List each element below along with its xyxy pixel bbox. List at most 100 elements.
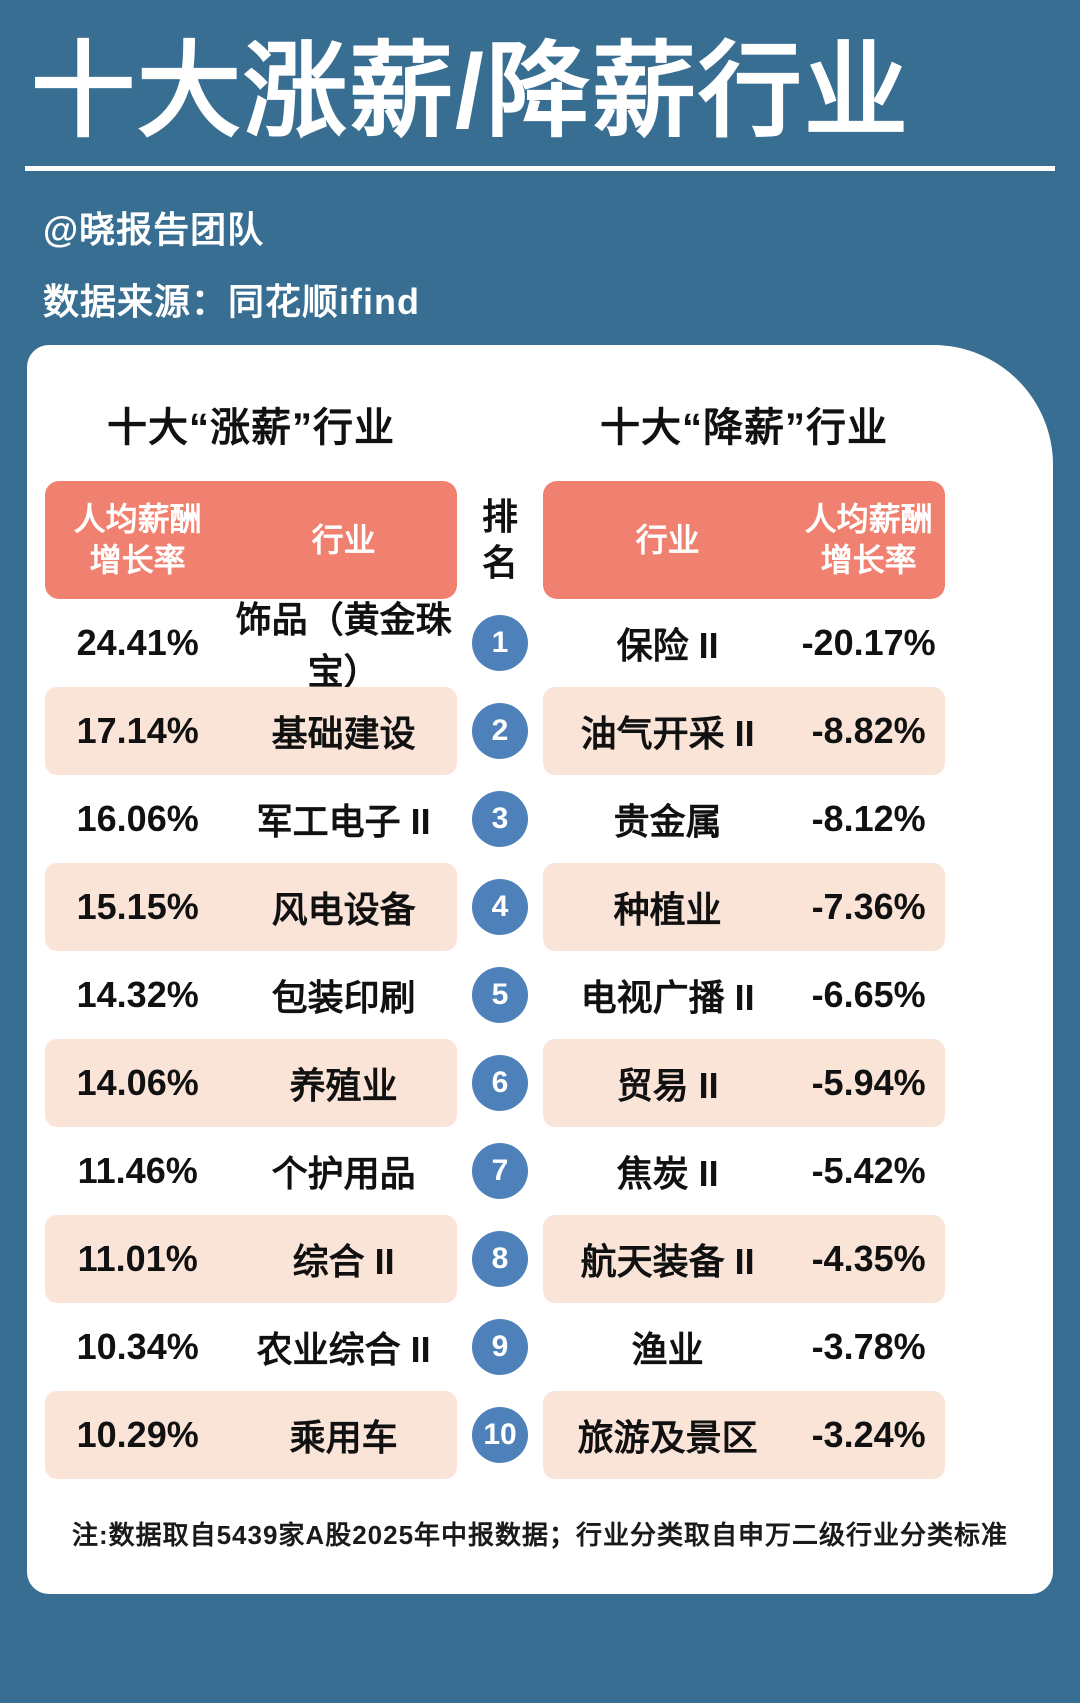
decrease-row: 贸易 II -5.94%	[543, 1039, 945, 1128]
decrease-header-value: 人均薪酬增长率	[804, 500, 933, 579]
increase-row: 17.14% 基础建设	[45, 687, 457, 776]
increase-row: 10.34% 农业综合 II	[45, 1303, 457, 1391]
increase-row-value: 17.14%	[76, 710, 199, 752]
rank-cell: 4	[457, 863, 543, 951]
decrease-row-value: -5.94%	[811, 1062, 926, 1104]
rank-cell: 8	[457, 1215, 543, 1303]
increase-table-header: 人均薪酬增长率 行业	[45, 481, 457, 600]
decrease-table-title: 十大“降薪”行业	[600, 406, 888, 451]
increase-row-industry: 军工电子 II	[256, 801, 431, 843]
decrease-row-value: -3.78%	[811, 1326, 926, 1368]
rank-badge: 5	[472, 967, 528, 1024]
increase-row-value: 11.46%	[77, 1150, 198, 1192]
increase-row-value: 11.01%	[77, 1238, 198, 1280]
decrease-row-industry: 电视广播 II	[580, 977, 755, 1019]
increase-header-value: 人均薪酬增长率	[73, 500, 202, 579]
decrease-row: 渔业 -3.78%	[543, 1303, 945, 1391]
rank-badge: 10	[472, 1407, 528, 1464]
decrease-row-value: -20.17%	[801, 622, 936, 664]
decrease-row-value: -8.12%	[811, 798, 926, 840]
increase-row: 10.29% 乘用车	[45, 1391, 457, 1480]
increase-row: 11.46% 个护用品	[45, 1127, 457, 1215]
decrease-row-industry: 贸易 II	[616, 1065, 719, 1107]
decrease-row-industry: 旅游及景区	[577, 1417, 758, 1459]
increase-row-industry: 饰品（黄金珠宝）	[235, 599, 452, 693]
page-title: 十大涨薪/降薪行业	[31, 34, 910, 150]
decrease-row-industry: 渔业	[631, 1329, 704, 1371]
decrease-row: 旅游及景区 -3.24%	[543, 1391, 945, 1480]
tables-grid: 人均薪酬增长率 行业 排名 行业 人均薪酬增长率 24.41% 饰品（黄金珠宝） 1…	[45, 481, 1053, 1480]
increase-row: 24.41% 饰品（黄金珠宝）	[45, 599, 457, 692]
page-header: 十大涨薪/降薪行业 @晓报告团队 数据来源：同花顺ifind	[0, 0, 1080, 325]
rank-cell: 10	[457, 1391, 543, 1479]
increase-row-industry: 基础建设	[271, 713, 416, 755]
rank-badge: 3	[472, 791, 528, 848]
increase-row: 15.15% 风电设备	[45, 863, 457, 952]
rank-badge: 6	[472, 1055, 528, 1112]
rank-header-cell: 排名	[457, 481, 543, 599]
rank-badge: 1	[472, 615, 528, 672]
author-byline: @晓报告团队	[43, 209, 265, 251]
increase-row-industry: 乘用车	[289, 1417, 398, 1459]
decrease-header-industry-cell: 行业	[543, 520, 792, 562]
increase-row-value: 14.06%	[76, 1062, 199, 1104]
decrease-row-value: -4.35%	[811, 1238, 926, 1280]
increase-row-industry: 农业综合 II	[256, 1329, 431, 1371]
increase-row-industry: 个护用品	[271, 1153, 416, 1195]
rank-cell: 3	[457, 775, 543, 863]
table-titles-row: 十大“涨薪”行业 十大“降薪”行业	[45, 395, 1053, 453]
decrease-row-industry: 航天装备 II	[580, 1241, 755, 1283]
decrease-row-value: -3.24%	[811, 1414, 926, 1456]
decrease-row: 保险 II -20.17%	[543, 599, 945, 687]
rank-badge: 8	[472, 1231, 528, 1288]
rank-badge: 2	[472, 703, 528, 760]
rank-header: 排名	[481, 495, 518, 584]
rank-badge: 7	[472, 1143, 528, 1200]
rank-cell: 9	[457, 1303, 543, 1391]
rank-badge: 9	[472, 1319, 528, 1376]
increase-header-industry-cell: 行业	[230, 520, 457, 562]
increase-row-value: 10.29%	[76, 1414, 199, 1456]
decrease-row: 种植业 -7.36%	[543, 863, 945, 952]
increase-row-industry: 风电设备	[271, 889, 416, 931]
decrease-row: 航天装备 II -4.35%	[543, 1215, 945, 1304]
rank-cell: 2	[457, 687, 543, 775]
rank-cell: 7	[457, 1127, 543, 1215]
increase-row-value: 10.34%	[76, 1326, 199, 1368]
decrease-row-value: -6.65%	[811, 974, 926, 1016]
data-source: 数据来源：同花顺ifind	[43, 281, 420, 323]
decrease-row-value: -5.42%	[811, 1150, 926, 1192]
increase-table-title: 十大“涨薪”行业	[107, 406, 395, 451]
increase-row: 14.32% 包装印刷	[45, 951, 457, 1039]
decrease-row-industry: 焦炭 II	[616, 1153, 719, 1195]
rank-cell: 6	[457, 1039, 543, 1127]
decrease-row-value: -7.36%	[811, 886, 926, 928]
increase-row-industry: 综合 II	[292, 1241, 395, 1283]
increase-row-industry: 包装印刷	[271, 977, 416, 1019]
decrease-row: 油气开采 II -8.82%	[543, 687, 945, 776]
decrease-row-industry: 保险 II	[616, 625, 719, 667]
increase-header-value-cell: 人均薪酬增长率	[45, 499, 230, 582]
decrease-row-industry: 贵金属	[613, 801, 722, 843]
increase-row-industry: 养殖业	[289, 1065, 398, 1107]
rank-cell: 5	[457, 951, 543, 1039]
title-divider	[25, 166, 1055, 172]
rank-cell: 1	[457, 599, 543, 687]
footnote: 注:数据取自5439家A股2025年中报数据；行业分类取自申万二级行业分类标准	[71, 1520, 1009, 1551]
decrease-row-industry: 种植业	[613, 889, 722, 931]
increase-header-industry: 行业	[311, 521, 376, 558]
decrease-row-value: -8.82%	[811, 710, 926, 752]
increase-row-value: 24.41%	[76, 622, 199, 664]
decrease-row: 贵金属 -8.12%	[543, 775, 945, 863]
increase-row-value: 14.32%	[76, 974, 199, 1016]
increase-row-value: 15.15%	[76, 886, 199, 928]
decrease-header-value-cell: 人均薪酬增长率	[792, 499, 945, 582]
increase-row: 11.01% 综合 II	[45, 1215, 457, 1304]
titles-spacer	[457, 395, 543, 453]
decrease-row: 焦炭 II -5.42%	[543, 1127, 945, 1215]
decrease-table-header: 行业 人均薪酬增长率	[543, 481, 945, 600]
decrease-header-industry: 行业	[635, 521, 700, 558]
decrease-row-industry: 油气开采 II	[580, 713, 755, 755]
rank-badge: 4	[472, 879, 528, 936]
